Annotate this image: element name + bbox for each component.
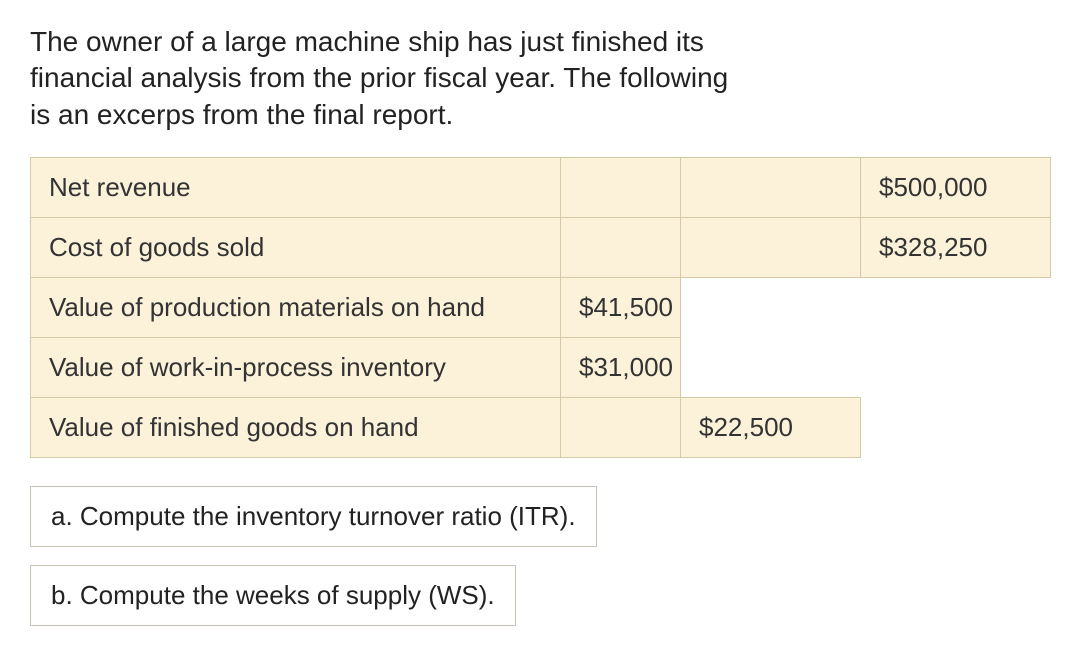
row-col2	[561, 398, 681, 458]
row-col4	[861, 338, 1051, 398]
row-col3	[681, 158, 861, 218]
intro-paragraph: The owner of a large machine ship has ju…	[30, 24, 750, 133]
row-label: Cost of goods sold	[31, 218, 561, 278]
table-row: Value of production materials on hand $4…	[31, 278, 1051, 338]
table-row: Cost of goods sold $328,250	[31, 218, 1051, 278]
row-label: Value of work-in-process inventory	[31, 338, 561, 398]
question-b: b. Compute the weeks of supply (WS).	[30, 565, 516, 626]
row-col3	[681, 218, 861, 278]
row-col4: $500,000	[861, 158, 1051, 218]
row-col3	[681, 338, 861, 398]
row-col4	[861, 278, 1051, 338]
row-col4: $328,250	[861, 218, 1051, 278]
table-row: Net revenue $500,000	[31, 158, 1051, 218]
row-col4	[861, 398, 1051, 458]
table-row: Value of work-in-process inventory $31,0…	[31, 338, 1051, 398]
row-col2	[561, 158, 681, 218]
financial-table: Net revenue $500,000 Cost of goods sold …	[30, 157, 1051, 458]
row-col2: $41,500	[561, 278, 681, 338]
row-label: Value of production materials on hand	[31, 278, 561, 338]
table-row: Value of finished goods on hand $22,500	[31, 398, 1051, 458]
row-col2	[561, 218, 681, 278]
row-col3	[681, 278, 861, 338]
row-col2: $31,000	[561, 338, 681, 398]
row-col3: $22,500	[681, 398, 861, 458]
row-label: Net revenue	[31, 158, 561, 218]
question-a: a. Compute the inventory turnover ratio …	[30, 486, 597, 547]
row-label: Value of finished goods on hand	[31, 398, 561, 458]
